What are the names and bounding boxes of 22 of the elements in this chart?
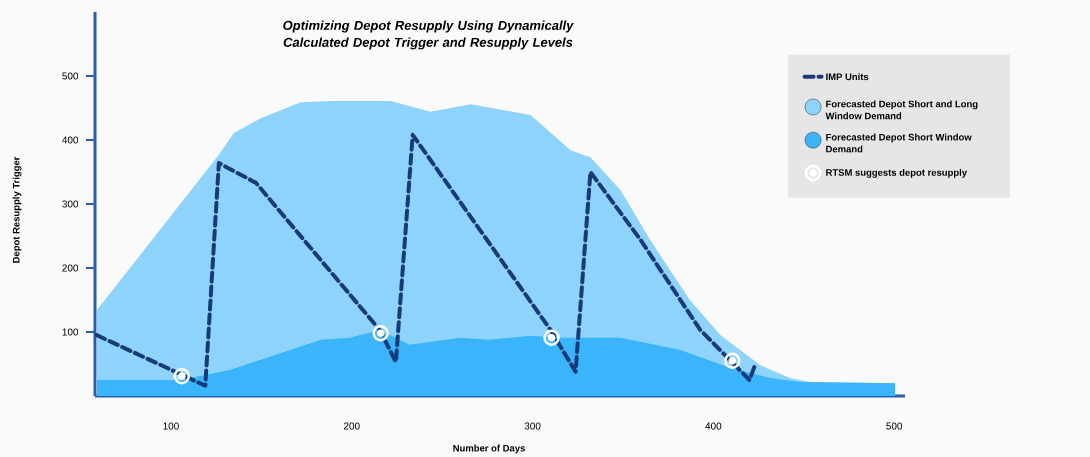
legend-label: Forecasted Depot Short Window Demand <box>826 133 972 153</box>
x-axis-title: Number of Days <box>453 444 525 454</box>
legend-label: IMP Units <box>826 73 869 81</box>
point <box>724 352 741 370</box>
y-axis-title: Depot Resupply Trigger <box>12 156 22 263</box>
y-tick-label: 300 <box>62 200 79 208</box>
text: Optimizing Depot Resupply Using Dynamically Calculated Depot Trigger and Resupply Levels <box>283 20 574 50</box>
point <box>543 329 560 346</box>
x-tick-label: 100 <box>163 422 179 430</box>
legend-label: RTSM suggests depot resupply <box>826 168 967 178</box>
x-tick-label: 300 <box>524 422 541 430</box>
legend-label: Forecasted Depot Short and Long Window Demand <box>825 100 978 120</box>
y-tick-label: 400 <box>62 136 79 144</box>
x-tick-label: 200 <box>343 422 360 430</box>
point <box>372 325 389 342</box>
x-tick-label: 400 <box>705 422 722 430</box>
point <box>173 367 191 385</box>
line-series <box>94 132 757 388</box>
y-tick-label: 100 <box>62 328 79 336</box>
y-tick-label: 200 <box>62 264 79 272</box>
x-tick-label: 500 <box>886 422 903 430</box>
y-tick-label: 500 <box>62 72 79 80</box>
